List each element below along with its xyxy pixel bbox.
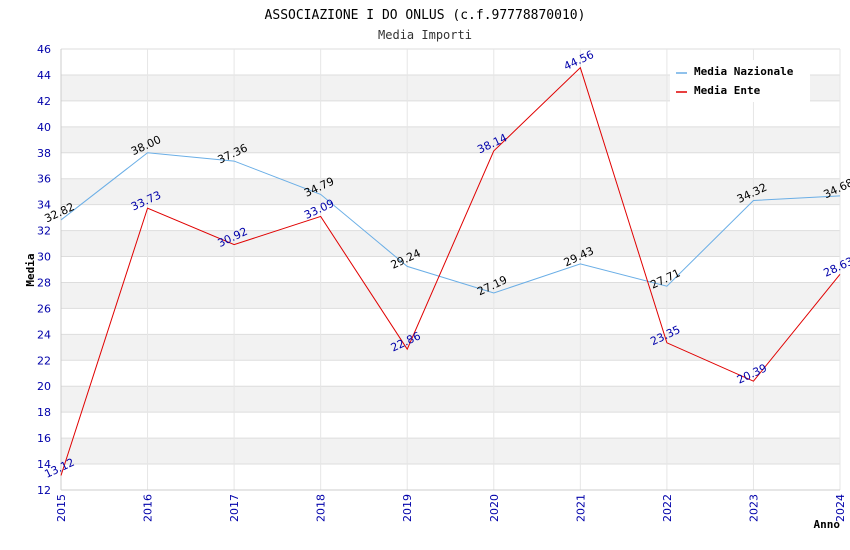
series-line-media-ente — [60, 66, 841, 476]
y-tick-label: 40 — [37, 121, 51, 134]
y-tick-label: 18 — [37, 406, 51, 419]
data-label: 20.39 — [735, 361, 769, 386]
y-tick-label: 42 — [37, 95, 51, 108]
y-tick-label: 28 — [37, 276, 51, 289]
y-tick-label: 34 — [37, 199, 51, 212]
grid-band — [61, 438, 840, 465]
y-axis-label: Media — [24, 253, 37, 286]
grid-bands — [61, 74, 840, 465]
y-tick-label: 14 — [37, 458, 51, 471]
legend-label-media-ente: Media Ente — [694, 84, 761, 97]
x-tick-label: 2020 — [488, 494, 501, 522]
y-tick-label: 20 — [37, 380, 51, 393]
grid-band — [61, 230, 840, 257]
x-tick-label: 2022 — [661, 494, 674, 522]
series-line-media-nazionale — [60, 152, 841, 294]
y-tick-label: 38 — [37, 147, 51, 160]
y-tick-label: 16 — [37, 432, 51, 445]
x-tick-label: 2024 — [834, 494, 847, 522]
y-tick-labels: 12 14 16 18 20 22 24 26 28 30 32 34 36 38 40 42 44 46 — [37, 43, 51, 497]
y-tick-label: 24 — [37, 328, 51, 341]
gridlines — [60, 48, 841, 491]
y-tick-label: 30 — [37, 251, 51, 264]
x-tick-label: 2023 — [747, 494, 760, 522]
x-tick-label: 2021 — [574, 494, 587, 522]
legend: Media Nazionale Media Ente — [670, 60, 810, 102]
x-tick-label: 2019 — [401, 494, 414, 522]
grid-band — [61, 178, 840, 205]
x-axis-label: Anno — [814, 518, 841, 531]
grid-band — [61, 386, 840, 413]
chart-title: ASSOCIAZIONE I DO ONLUS (c.f.97778870010… — [265, 8, 586, 23]
y-tick-label: 22 — [37, 354, 51, 367]
grid-band — [61, 282, 840, 309]
grid-band — [61, 334, 840, 361]
chart-subtitle: Media Importi — [378, 28, 472, 42]
legend-label-media-nazionale: Media Nazionale — [694, 65, 794, 78]
x-tick-label: 2016 — [142, 494, 155, 522]
x-tick-label: 2015 — [55, 494, 68, 522]
legend-box — [670, 60, 810, 102]
series-lines — [60, 66, 841, 476]
x-tick-labels: 2015 2016 2017 2018 2019 2020 2021 2022 2023 2024 — [55, 494, 847, 522]
y-tick-label: 26 — [37, 302, 51, 315]
x-tick-label: 2018 — [315, 494, 328, 522]
data-label: 28.63 — [821, 255, 850, 280]
y-tick-label: 12 — [37, 484, 51, 497]
y-tick-label: 46 — [37, 43, 51, 56]
y-tick-label: 44 — [37, 69, 51, 82]
y-tick-label: 32 — [37, 225, 51, 238]
grid-band — [61, 126, 840, 153]
x-tick-label: 2017 — [228, 494, 241, 522]
y-tick-label: 36 — [37, 173, 51, 186]
